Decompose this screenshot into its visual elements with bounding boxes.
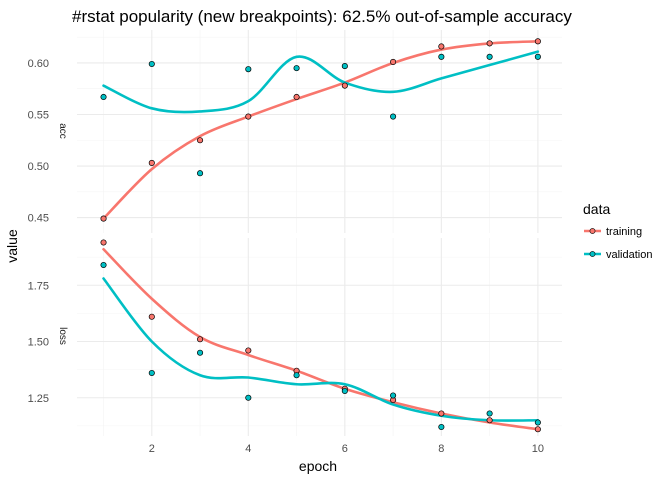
y-tick-label-acc: 0.55 <box>28 109 49 121</box>
y-tick-label-acc: 0.50 <box>28 161 49 173</box>
legend-key-point-training <box>589 228 596 234</box>
point-validation-acc <box>341 63 348 70</box>
x-tick-label: 8 <box>438 443 444 455</box>
point-validation-loss <box>486 410 493 417</box>
x-tick-label: 4 <box>245 443 251 455</box>
legend-item-validation: validation <box>584 249 652 261</box>
point-validation-acc <box>148 60 155 68</box>
point-training-loss <box>486 417 493 424</box>
panel-acc: 0.45 0.50 0.55 0.60 <box>28 30 562 233</box>
y-tick-label-acc: 0.45 <box>28 213 49 225</box>
point-training-acc <box>197 137 204 144</box>
point-validation-loss <box>390 392 397 399</box>
point-training-acc <box>293 93 300 101</box>
point-validation-acc <box>438 53 445 60</box>
point-training-acc <box>438 43 445 50</box>
point-training-loss <box>100 239 107 246</box>
legend: data training validation <box>583 201 652 261</box>
point-validation-loss <box>438 423 445 431</box>
x-axis-title: epoch <box>299 458 337 474</box>
panel-loss: 1.25 1.50 1.75 <box>28 238 562 436</box>
point-validation-acc <box>534 53 541 60</box>
point-validation-acc <box>486 53 493 60</box>
point-validation-acc <box>293 65 300 72</box>
legend-label-training: training <box>606 226 642 238</box>
y-tick-label-loss: 1.50 <box>28 337 49 349</box>
point-training-acc <box>100 215 107 222</box>
x-tick-label: 2 <box>149 443 155 455</box>
strip-label-acc: acc <box>57 123 68 139</box>
x-tick-label: 10 <box>532 443 544 455</box>
point-training-loss <box>197 336 204 343</box>
point-validation-acc <box>100 93 107 101</box>
point-validation-loss <box>148 369 155 377</box>
point-validation-acc <box>245 66 252 73</box>
point-training-loss <box>148 313 155 320</box>
chart-title: #rstat popularity (new breakpoints): 62.… <box>72 7 572 26</box>
point-validation-loss <box>293 372 300 379</box>
point-training-loss <box>534 426 541 433</box>
legend-key-point-validation <box>589 251 596 257</box>
legend-item-training: training <box>584 226 642 238</box>
point-validation-loss <box>100 261 107 269</box>
point-validation-loss <box>245 394 252 401</box>
smooth-line-validation-acc <box>102 50 540 114</box>
legend-title: data <box>583 201 610 217</box>
point-validation-acc <box>197 170 204 177</box>
point-training-acc <box>486 40 493 47</box>
point-validation-acc <box>390 113 397 120</box>
legend-label-validation: validation <box>606 249 652 261</box>
strip-label-loss: loss <box>57 327 68 345</box>
smooth-line-validation-loss <box>102 277 540 422</box>
point-training-loss <box>438 410 445 417</box>
x-tick-labels: 2 4 6 8 10 <box>149 443 544 455</box>
point-training-acc <box>534 38 541 45</box>
point-training-acc <box>341 82 348 89</box>
point-training-acc <box>148 159 155 166</box>
point-validation-loss <box>341 387 348 395</box>
smooth-line-training-acc <box>102 40 540 220</box>
point-training-acc <box>245 113 252 120</box>
point-training-acc <box>390 58 397 65</box>
y-tick-label-acc: 0.60 <box>28 58 49 70</box>
y-tick-label-loss: 1.25 <box>28 393 49 405</box>
y-axis-title: value <box>4 229 20 263</box>
point-validation-loss <box>197 349 204 356</box>
x-tick-label: 6 <box>342 443 348 455</box>
point-validation-loss <box>534 419 541 426</box>
point-training-loss <box>245 347 252 354</box>
smooth-line-training-loss <box>102 247 540 431</box>
y-tick-label-loss: 1.75 <box>28 280 49 292</box>
